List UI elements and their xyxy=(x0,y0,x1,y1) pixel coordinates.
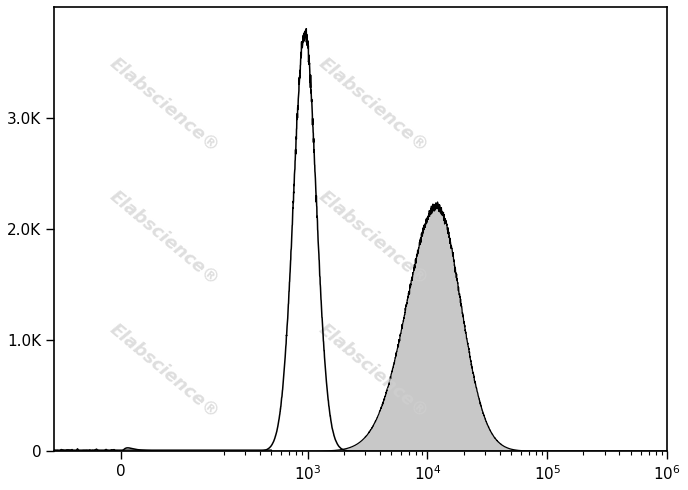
Text: Elabscience®: Elabscience® xyxy=(315,54,431,155)
Text: Elabscience®: Elabscience® xyxy=(107,320,223,422)
Text: Elabscience®: Elabscience® xyxy=(315,320,431,422)
Text: Elabscience®: Elabscience® xyxy=(107,54,223,155)
Text: Elabscience®: Elabscience® xyxy=(315,187,431,289)
Text: Elabscience®: Elabscience® xyxy=(107,187,223,289)
